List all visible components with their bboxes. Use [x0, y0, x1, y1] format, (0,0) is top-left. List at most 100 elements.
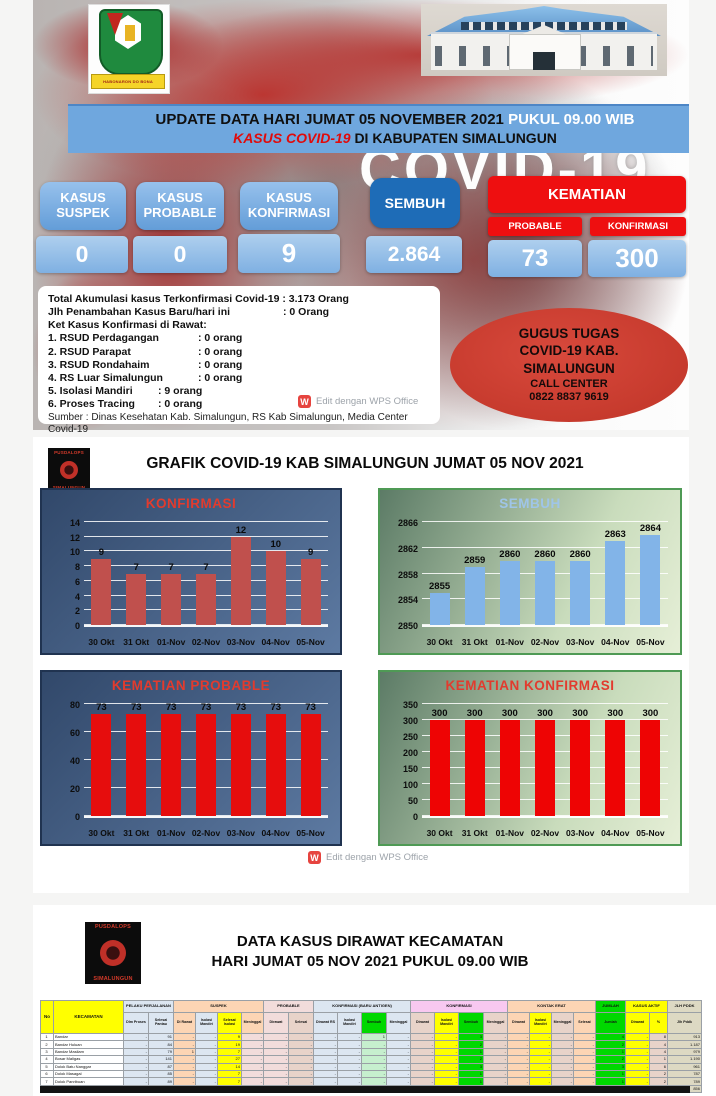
x-axis-tick-label: 05-Nov: [296, 828, 325, 838]
bar: [534, 720, 555, 816]
x-axis-tick-label: 31 Okt: [123, 828, 150, 838]
info-item-value: : 0 orang: [198, 332, 243, 345]
x-axis-tick-label: 01-Nov: [495, 828, 525, 838]
data-cell: -: [410, 1077, 435, 1086]
info-item-value: : 0 orang: [198, 371, 243, 384]
data-cell: -: [386, 1077, 411, 1086]
info-item: 6. Proses Tracing: 0 orang: [48, 398, 430, 411]
data-cell: -: [195, 1062, 218, 1071]
data-cell: 3: [458, 1032, 484, 1042]
table-group-header: KASUS AKTIF: [625, 1000, 668, 1013]
data-cell: -: [573, 1032, 596, 1042]
table-title-line1: DATA KASUS DIRAWAT KECAMATAN: [236, 933, 504, 950]
y-axis-tick-label: 200: [402, 748, 418, 758]
bar-value-label: 2864: [639, 522, 661, 534]
table-sub-header: Isolasi Mandiri: [529, 1012, 552, 1034]
bar-value-label: 2860: [534, 548, 556, 560]
info-item: 4. RS Luar Simalungun: 0 orang: [48, 372, 430, 385]
table-sub-header: Dirawat RS: [313, 1012, 338, 1034]
y-axis-tick-label: 8: [74, 562, 80, 573]
row-number-cell: 3: [40, 1047, 54, 1057]
data-cell: -: [483, 1077, 508, 1086]
bar: [230, 713, 251, 816]
data-cell: -: [195, 1077, 218, 1086]
banner-time-text: PUKUL 09.00 WIB: [508, 111, 635, 129]
data-cell: -: [410, 1040, 435, 1049]
chart-title: SEMBUH: [499, 496, 561, 511]
table-group-header: PROBABLE: [263, 1000, 314, 1013]
data-cell: -: [625, 1032, 650, 1042]
x-axis-tick-label: 30 Okt: [88, 637, 115, 647]
bar: [605, 720, 626, 816]
label-kasus-konfirmasi: KASUS KONFIRMASI: [240, 182, 338, 230]
info-ket-line: Ket Kasus Konfirmasi di Rawat:: [48, 319, 207, 332]
pusdalops-logo-top-text: PUSDALOPS: [54, 450, 84, 455]
table-row: 5 Dolok Batu Nanggar -87- -14- - - - - - - - -3- - - -…: [40, 1062, 702, 1071]
data-cell: -: [529, 1077, 552, 1086]
data-cell: -: [195, 1069, 218, 1079]
data-cell: -: [483, 1062, 508, 1071]
bars-container: 300 300 300 300 300 300 300: [422, 704, 668, 816]
data-cell: -: [625, 1047, 650, 1057]
bar-slot: 9: [293, 522, 328, 625]
kecamatan-name-cell: Bandar: [53, 1032, 124, 1042]
x-axis-tick-label: 04-Nov: [261, 637, 290, 647]
chart-plot-area: 0 20 40 60 80 73 73 73 73 73 73 73: [70, 700, 328, 822]
bar-value-label: 300: [466, 708, 483, 719]
poster-section: COVID-19 RU HABONARON DO BONA UPD: [33, 0, 689, 430]
wps-watermark-charts: W Edit dengan WPS Office: [308, 851, 428, 864]
chart-title: KONFIRMASI: [145, 496, 237, 511]
bar-slot: 300: [633, 704, 668, 816]
table-sub-header: Dirawat: [410, 1012, 435, 1034]
data-cell: -: [410, 1069, 435, 1079]
y-axis-tick-label: 2866: [397, 518, 418, 528]
x-axis-tick-label: 01-Nov: [156, 637, 186, 647]
y-axis-tick-label: 60: [69, 728, 80, 738]
table-group-header: KONTAK ERAT: [507, 1000, 596, 1013]
data-cell: -: [241, 1055, 264, 1064]
bar-value-label: 73: [200, 701, 212, 713]
data-cell: -: [529, 1047, 552, 1057]
data-cell: -: [313, 1032, 338, 1042]
data-cell: -: [263, 1032, 289, 1042]
bar-value-label: 2860: [569, 548, 591, 560]
table-row: 2 Bandar Huluan -84- -19- - - - - - - - -2- - - - -2-4 1…: [40, 1040, 702, 1049]
data-cell: 913: [667, 1032, 702, 1042]
table-sub-header: Meninggal: [551, 1012, 574, 1034]
data-cell: -: [195, 1040, 218, 1049]
banner-line2: KASUS COVID-19 DI KABUPATEN SIMALUNGUN: [233, 130, 557, 148]
data-cell: 89: [148, 1077, 174, 1086]
table-group-header: PELAKU PERJALANAN: [123, 1000, 174, 1013]
bars-container: 9 7 7 7 12 10 9: [84, 522, 328, 625]
table-sub-header: Isolasi Mandiri: [434, 1012, 459, 1034]
gridline: [422, 521, 668, 522]
pusdalops-logo-small: PUSDALOPS SIMALUNGUN: [48, 448, 90, 492]
y-axis-tick-label: 2862: [397, 543, 418, 554]
gridline: [84, 550, 328, 552]
data-cell: -: [241, 1040, 264, 1049]
value-kematian-probable: 73: [488, 240, 582, 277]
data-cell: -: [483, 1069, 508, 1079]
table-row: 3 Bandar Masilam -79 1-7- - - - - - - - -1- - - - -1-4 9…: [40, 1047, 702, 1057]
data-cell: -: [483, 1040, 508, 1049]
kecamatan-name-cell: Bosar Maligas: [53, 1055, 124, 1064]
info-item-value: : 9 orang: [158, 384, 203, 397]
bar-value-label: 73: [270, 701, 282, 713]
x-axis-tick-label: 03-Nov: [565, 828, 595, 838]
data-cell: -: [625, 1062, 650, 1071]
pusdalops-logo-bottom-text: SIMALUNGUN: [53, 485, 86, 490]
data-cell: -: [173, 1069, 196, 1079]
data-cell: -: [288, 1047, 314, 1057]
table-sub-header: Di Rawat: [173, 1012, 196, 1034]
wps-watermark-text: Edit dengan WPS Office: [316, 396, 419, 407]
bar-slot: 2855: [422, 522, 457, 625]
gridline: [422, 546, 668, 548]
row-number-cell: 1: [40, 1032, 54, 1042]
chart-kematian-konfirmasi: KEMATIAN KONFIRMASI 0 50 100 150 200 250 300 350…: [378, 670, 682, 846]
y-axis-tick-label: 2850: [397, 621, 418, 631]
data-cell: 85: [148, 1069, 174, 1079]
label-kematian-probable: PROBABLE: [488, 217, 582, 236]
x-axis-tick-label: 03-Nov: [226, 828, 256, 838]
x-axis-tick-label: 01-Nov: [156, 828, 186, 838]
y-axis-tick-label: 300: [402, 716, 418, 726]
